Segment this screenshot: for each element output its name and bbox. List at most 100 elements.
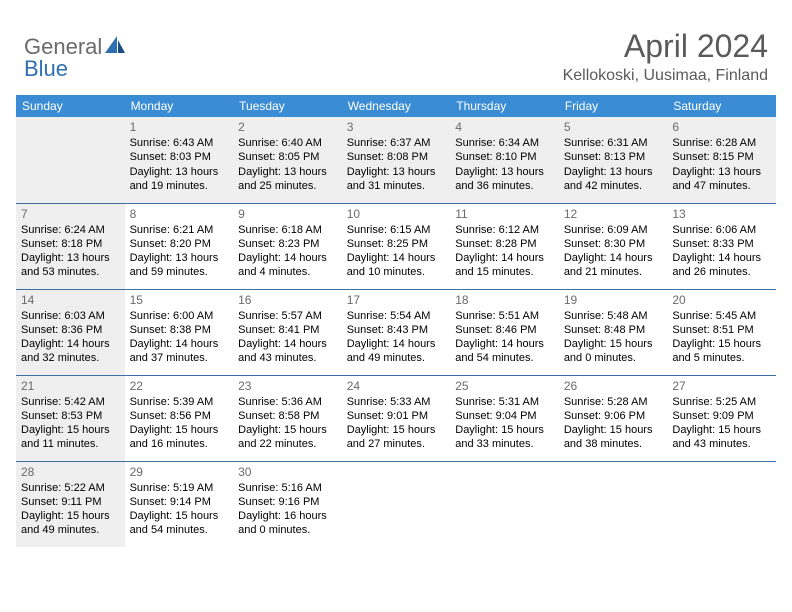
day-cell: 22Sunrise: 5:39 AMSunset: 8:56 PMDayligh…	[125, 375, 234, 461]
day-cell	[16, 117, 125, 203]
day2-text: and 19 minutes.	[130, 179, 229, 193]
day-cell: 3Sunrise: 6:37 AMSunset: 8:08 PMDaylight…	[342, 117, 451, 203]
day-cell: 12Sunrise: 6:09 AMSunset: 8:30 PMDayligh…	[559, 203, 668, 289]
day-cell: 9Sunrise: 6:18 AMSunset: 8:23 PMDaylight…	[233, 203, 342, 289]
sunset-text: Sunset: 8:46 PM	[455, 323, 554, 337]
sunrise-text: Sunrise: 6:31 AM	[564, 136, 663, 150]
sunset-text: Sunset: 8:05 PM	[238, 150, 337, 164]
sunrise-text: Sunrise: 5:48 AM	[564, 309, 663, 323]
day-cell: 27Sunrise: 5:25 AMSunset: 9:09 PMDayligh…	[667, 375, 776, 461]
day-number: 20	[672, 293, 771, 308]
week-row: 1Sunrise: 6:43 AMSunset: 8:03 PMDaylight…	[16, 117, 776, 203]
day1-text: Daylight: 15 hours	[672, 423, 771, 437]
sunrise-text: Sunrise: 6:40 AM	[238, 136, 337, 150]
day-cell: 26Sunrise: 5:28 AMSunset: 9:06 PMDayligh…	[559, 375, 668, 461]
sunset-text: Sunset: 8:56 PM	[130, 409, 229, 423]
sunrise-text: Sunrise: 6:43 AM	[130, 136, 229, 150]
sunrise-text: Sunrise: 6:37 AM	[347, 136, 446, 150]
sunrise-text: Sunrise: 6:00 AM	[130, 309, 229, 323]
day2-text: and 49 minutes.	[347, 351, 446, 365]
day1-text: Daylight: 13 hours	[455, 165, 554, 179]
day-cell: 10Sunrise: 6:15 AMSunset: 8:25 PMDayligh…	[342, 203, 451, 289]
day1-text: Daylight: 15 hours	[564, 423, 663, 437]
sunset-text: Sunset: 8:36 PM	[21, 323, 120, 337]
dayname-row: Sunday Monday Tuesday Wednesday Thursday…	[16, 95, 776, 117]
day-number: 21	[21, 379, 120, 394]
day2-text: and 27 minutes.	[347, 437, 446, 451]
day2-text: and 36 minutes.	[455, 179, 554, 193]
day2-text: and 4 minutes.	[238, 265, 337, 279]
week-row: 28Sunrise: 5:22 AMSunset: 9:11 PMDayligh…	[16, 461, 776, 547]
day1-text: Daylight: 13 hours	[347, 165, 446, 179]
sunrise-text: Sunrise: 6:18 AM	[238, 223, 337, 237]
sunset-text: Sunset: 9:09 PM	[672, 409, 771, 423]
day1-text: Daylight: 15 hours	[564, 337, 663, 351]
sunset-text: Sunset: 8:51 PM	[672, 323, 771, 337]
day1-text: Daylight: 14 hours	[347, 337, 446, 351]
day1-text: Daylight: 14 hours	[672, 251, 771, 265]
title-block: April 2024 Kellokoski, Uusimaa, Finland	[563, 28, 768, 85]
sunset-text: Sunset: 8:13 PM	[564, 150, 663, 164]
day-number: 7	[21, 207, 120, 222]
day-cell: 23Sunrise: 5:36 AMSunset: 8:58 PMDayligh…	[233, 375, 342, 461]
day2-text: and 53 minutes.	[21, 265, 120, 279]
sunset-text: Sunset: 8:30 PM	[564, 237, 663, 251]
day2-text: and 26 minutes.	[672, 265, 771, 279]
sunrise-text: Sunrise: 5:42 AM	[21, 395, 120, 409]
day1-text: Daylight: 14 hours	[564, 251, 663, 265]
day-cell: 4Sunrise: 6:34 AMSunset: 8:10 PMDaylight…	[450, 117, 559, 203]
day-cell	[667, 461, 776, 547]
day1-text: Daylight: 14 hours	[21, 337, 120, 351]
day-number: 27	[672, 379, 771, 394]
day1-text: Daylight: 13 hours	[130, 251, 229, 265]
day1-text: Daylight: 14 hours	[238, 251, 337, 265]
day1-text: Daylight: 14 hours	[347, 251, 446, 265]
sunrise-text: Sunrise: 5:22 AM	[21, 481, 120, 495]
day1-text: Daylight: 13 hours	[564, 165, 663, 179]
day-cell: 21Sunrise: 5:42 AMSunset: 8:53 PMDayligh…	[16, 375, 125, 461]
sunrise-text: Sunrise: 5:28 AM	[564, 395, 663, 409]
week-row: 21Sunrise: 5:42 AMSunset: 8:53 PMDayligh…	[16, 375, 776, 461]
day2-text: and 43 minutes.	[238, 351, 337, 365]
day-number: 30	[238, 465, 337, 480]
month-title: April 2024	[563, 28, 768, 65]
sunrise-text: Sunrise: 5:33 AM	[347, 395, 446, 409]
sunset-text: Sunset: 9:11 PM	[21, 495, 120, 509]
sunrise-text: Sunrise: 6:15 AM	[347, 223, 446, 237]
day-number: 1	[130, 120, 229, 135]
day-cell: 1Sunrise: 6:43 AMSunset: 8:03 PMDaylight…	[125, 117, 234, 203]
day2-text: and 42 minutes.	[564, 179, 663, 193]
day1-text: Daylight: 16 hours	[238, 509, 337, 523]
day1-text: Daylight: 14 hours	[238, 337, 337, 351]
day-cell: 19Sunrise: 5:48 AMSunset: 8:48 PMDayligh…	[559, 289, 668, 375]
logo-text-blue: Blue	[24, 56, 68, 81]
day-number: 25	[455, 379, 554, 394]
day1-text: Daylight: 13 hours	[130, 165, 229, 179]
day-cell	[450, 461, 559, 547]
day-cell: 25Sunrise: 5:31 AMSunset: 9:04 PMDayligh…	[450, 375, 559, 461]
day-number: 22	[130, 379, 229, 394]
day1-text: Daylight: 15 hours	[455, 423, 554, 437]
day2-text: and 47 minutes.	[672, 179, 771, 193]
sunset-text: Sunset: 9:14 PM	[130, 495, 229, 509]
day2-text: and 21 minutes.	[564, 265, 663, 279]
day-number: 16	[238, 293, 337, 308]
day1-text: Daylight: 13 hours	[21, 251, 120, 265]
day-number: 29	[130, 465, 229, 480]
sunset-text: Sunset: 8:58 PM	[238, 409, 337, 423]
day-cell: 15Sunrise: 6:00 AMSunset: 8:38 PMDayligh…	[125, 289, 234, 375]
day-cell	[559, 461, 668, 547]
day1-text: Daylight: 14 hours	[130, 337, 229, 351]
sunset-text: Sunset: 9:04 PM	[455, 409, 554, 423]
day2-text: and 54 minutes.	[130, 523, 229, 537]
sail-icon	[104, 35, 126, 60]
day-cell: 8Sunrise: 6:21 AMSunset: 8:20 PMDaylight…	[125, 203, 234, 289]
sunrise-text: Sunrise: 6:06 AM	[672, 223, 771, 237]
day-cell: 13Sunrise: 6:06 AMSunset: 8:33 PMDayligh…	[667, 203, 776, 289]
dayname: Sunday	[16, 95, 125, 117]
day-cell: 29Sunrise: 5:19 AMSunset: 9:14 PMDayligh…	[125, 461, 234, 547]
sunset-text: Sunset: 8:41 PM	[238, 323, 337, 337]
day-cell: 20Sunrise: 5:45 AMSunset: 8:51 PMDayligh…	[667, 289, 776, 375]
day-cell: 16Sunrise: 5:57 AMSunset: 8:41 PMDayligh…	[233, 289, 342, 375]
day1-text: Daylight: 15 hours	[130, 509, 229, 523]
